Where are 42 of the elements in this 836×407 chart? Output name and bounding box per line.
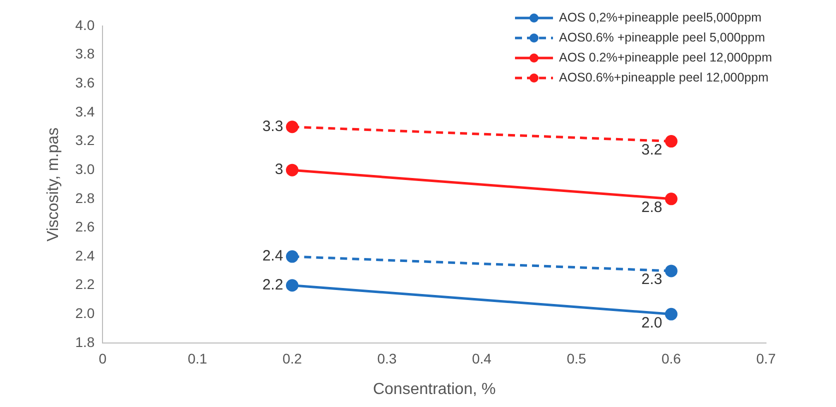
point <box>286 279 298 292</box>
y-axis-title: Viscosity, m.pas <box>45 127 62 242</box>
y-tick-label: 4.0 <box>75 16 95 33</box>
point <box>664 192 678 206</box>
x-tick-label: 0.7 <box>756 350 776 366</box>
data-label: 3 <box>274 161 284 178</box>
x-axis-title: Consentration, % <box>372 380 496 398</box>
x-tick-label: 0.5 <box>566 350 586 366</box>
y-tick-label: 3.6 <box>75 74 95 90</box>
y-tick-label: 3.4 <box>75 103 95 120</box>
point <box>286 164 298 176</box>
data-label: 3.2 <box>641 141 662 158</box>
x-tick-label: 0.1 <box>188 350 208 366</box>
legend-label: AOS0.6% +pineapple peel 5,000ppm <box>558 30 766 44</box>
x-tick-label: 0.3 <box>377 350 397 366</box>
y-tick-label: 2.6 <box>75 218 95 235</box>
point <box>286 120 298 134</box>
y-tick-label: 3.2 <box>75 132 95 148</box>
point <box>664 308 678 320</box>
y-tick-label: 3.0 <box>75 160 95 177</box>
y-tick-label: 2.0 <box>75 305 95 322</box>
x-tick-label: 0.2 <box>282 350 302 366</box>
y-tick-label: 3.8 <box>75 46 95 62</box>
data-label: 2.2 <box>262 276 284 294</box>
legend-label: AOS 0,2%+pineapple peel5,000ppm <box>558 10 762 24</box>
data-label: 2.8 <box>641 199 662 216</box>
data-label: 2.3 <box>641 271 662 288</box>
point <box>286 250 298 263</box>
x-tick-label: 0 <box>98 350 107 366</box>
legend-label: AOS 0.2%+pineapple peel 12,000ppm <box>558 50 772 64</box>
y-tick-label: 1.8 <box>75 334 95 350</box>
x-tick-label: 0.6 <box>662 350 682 366</box>
point <box>664 135 678 148</box>
y-tick-label: 2.8 <box>75 190 95 206</box>
legend-label: AOS0.6%+pineapple peel 12,000ppm <box>558 70 769 84</box>
data-label: 3.3 <box>262 118 284 136</box>
data-label: 2.0 <box>641 314 662 332</box>
x-tick-label: 0.4 <box>472 350 492 366</box>
data-label: 2.4 <box>262 248 284 265</box>
y-tick-label: 2.2 <box>75 276 95 292</box>
point <box>664 264 678 278</box>
y-tick-label: 2.4 <box>75 247 95 264</box>
